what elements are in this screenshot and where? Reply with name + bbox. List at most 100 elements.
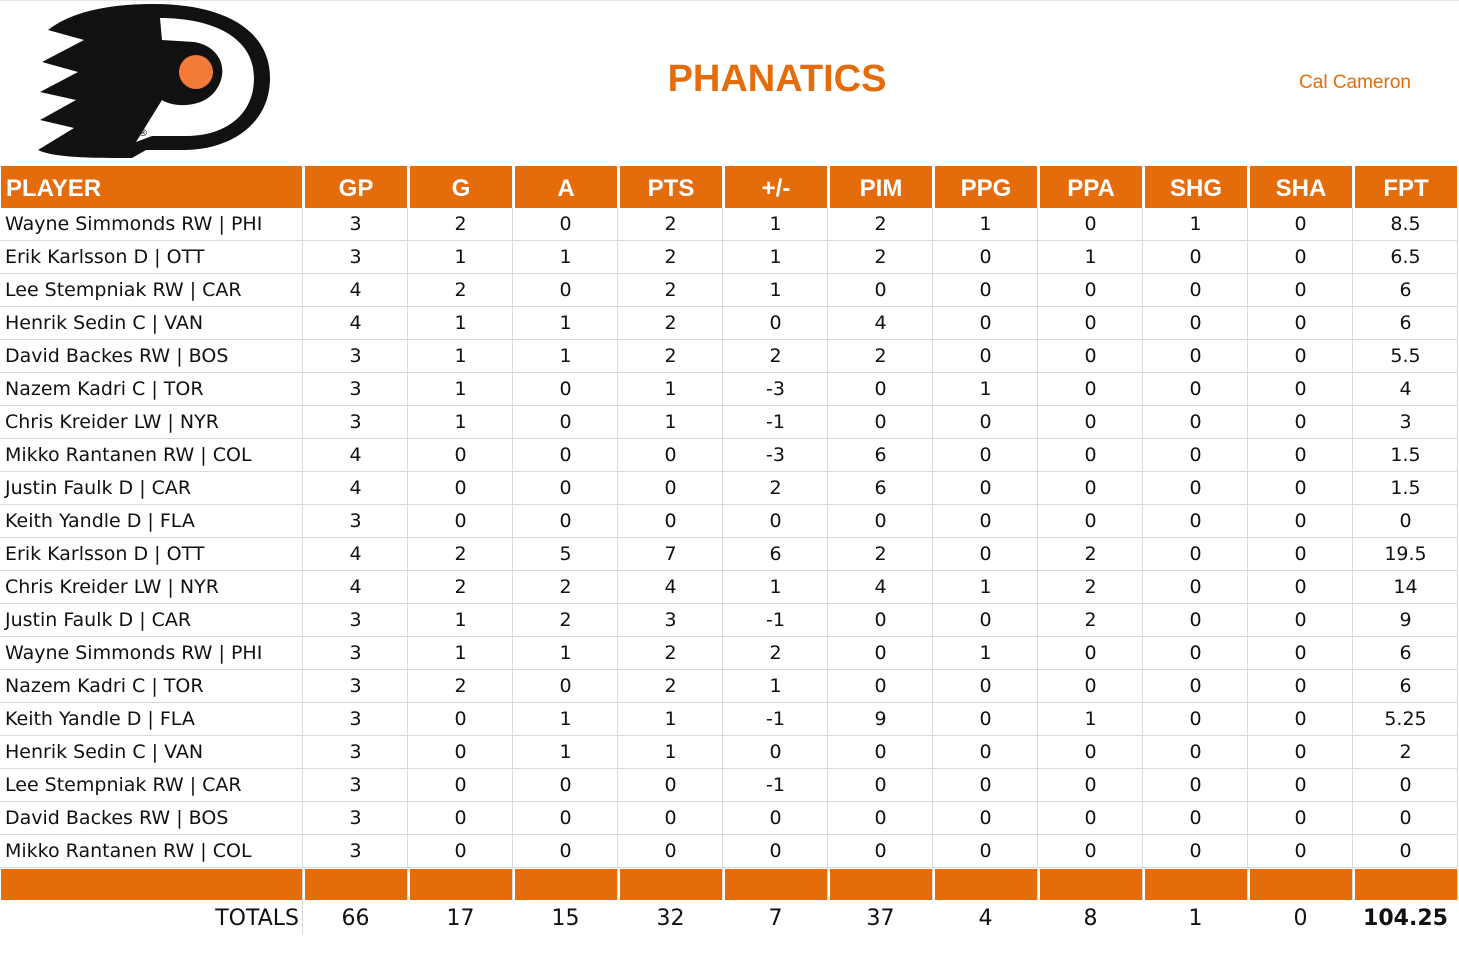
stat-cell: 0	[874, 840, 887, 862]
stat-cell: 1	[769, 246, 782, 268]
stat-cell: 0	[1189, 411, 1202, 433]
stat-cell: 0	[1294, 840, 1307, 862]
stat-cell: 0	[1084, 411, 1097, 433]
stat-cell: 0	[979, 477, 992, 499]
stat-cell: 0	[1399, 510, 1412, 532]
stat-cell: 0	[1294, 576, 1307, 598]
stat-cell: 9	[874, 708, 887, 730]
stat-cell: 0	[769, 312, 782, 334]
player-cell: Erik Karlsson D | OTT	[5, 543, 205, 565]
stat-cell: 2	[454, 675, 467, 697]
stat-cell: 2	[664, 675, 677, 697]
stat-cell: 0	[1189, 807, 1202, 829]
player-cell: Keith Yandle D | FLA	[5, 510, 195, 532]
stat-cell: 0	[454, 741, 467, 763]
total-cell: 37	[828, 901, 933, 934]
column-divider	[1352, 208, 1353, 934]
stat-cell: 2	[454, 279, 467, 301]
stat-cell: 0	[1189, 741, 1202, 763]
total-band	[1250, 869, 1352, 900]
row-divider	[0, 570, 1458, 571]
stat-cell: 0	[1189, 774, 1202, 796]
stat-cell: 0	[664, 840, 677, 862]
stat-cell: 3	[349, 213, 362, 235]
stat-cell: 0	[559, 774, 572, 796]
stat-cell: 0	[1189, 543, 1202, 565]
stat-cell: 0	[454, 477, 467, 499]
stat-cell: 8.5	[1390, 213, 1421, 235]
stat-cell: 2	[559, 576, 572, 598]
stat-cell: 0	[874, 609, 887, 631]
stat-cell: 4	[349, 312, 362, 334]
column-divider	[827, 208, 828, 934]
row-divider	[0, 867, 1458, 868]
total-cell: 32	[618, 901, 723, 934]
stat-cell: 0	[874, 642, 887, 664]
stat-cell: 4	[349, 279, 362, 301]
total-cell: 7	[723, 901, 828, 934]
stat-cell: 0	[979, 708, 992, 730]
stat-cell: 3	[349, 807, 362, 829]
row-divider	[0, 702, 1458, 703]
player-cell: Henrik Sedin C | VAN	[5, 741, 204, 763]
stat-cell: 3	[349, 609, 362, 631]
stat-cell: 3	[349, 840, 362, 862]
stat-cell: 3	[349, 246, 362, 268]
stat-cell: 1	[454, 609, 467, 631]
stat-cell: 1	[454, 246, 467, 268]
stat-cell: 0	[979, 741, 992, 763]
stat-cell: 0	[874, 675, 887, 697]
row-divider	[0, 339, 1458, 340]
stat-cell: 6	[874, 477, 887, 499]
column-header: PPA	[1040, 166, 1142, 208]
stat-cell: 6	[1399, 675, 1412, 697]
stat-cell: 0	[769, 510, 782, 532]
stat-cell: 2	[1084, 576, 1097, 598]
stat-cell: 0	[1084, 675, 1097, 697]
stat-cell: 0	[979, 807, 992, 829]
stat-cell: 0	[1084, 477, 1097, 499]
stat-cell: 4	[349, 576, 362, 598]
stat-cell: 1.5	[1390, 444, 1421, 466]
stat-cell: 1	[769, 576, 782, 598]
stat-cell: 0	[1189, 312, 1202, 334]
stat-cell: 2	[1399, 741, 1412, 763]
stat-cell: 0	[874, 411, 887, 433]
stat-cell: 0	[664, 774, 677, 796]
stat-cell: 2	[874, 246, 887, 268]
stat-cell: 0	[1399, 774, 1412, 796]
stat-cell: 1	[559, 642, 572, 664]
stat-cell: 1	[664, 708, 677, 730]
stat-cell: 7	[664, 543, 677, 565]
column-header: PTS	[620, 166, 722, 208]
stat-cell: 0	[874, 279, 887, 301]
stat-cell: 2	[664, 279, 677, 301]
total-cell: 104.25	[1353, 901, 1458, 934]
column-divider	[1037, 208, 1038, 934]
stat-cell: 0	[1189, 378, 1202, 400]
player-cell: Chris Kreider LW | NYR	[5, 411, 219, 433]
stat-cell: 0	[979, 246, 992, 268]
stat-cell: 0	[1294, 246, 1307, 268]
stat-cell: 1	[664, 378, 677, 400]
stat-cell: 1	[559, 708, 572, 730]
column-divider	[1142, 208, 1143, 934]
stat-cell: 3	[349, 510, 362, 532]
player-cell: Henrik Sedin C | VAN	[5, 312, 204, 334]
stat-cell: 0	[454, 510, 467, 532]
row-divider	[0, 471, 1458, 472]
player-cell: Mikko Rantanen RW | COL	[5, 444, 252, 466]
stat-cell: 0	[979, 609, 992, 631]
column-divider	[512, 208, 513, 934]
stat-cell: 0	[559, 213, 572, 235]
player-cell: Justin Faulk D | CAR	[5, 609, 192, 631]
stat-cell: 0	[979, 444, 992, 466]
column-header: SHA	[1250, 166, 1352, 208]
stat-cell: -1	[766, 411, 785, 433]
stat-cell: 1	[559, 246, 572, 268]
stat-cell: 0	[1189, 477, 1202, 499]
row-divider	[0, 735, 1458, 736]
stat-cell: 3	[349, 345, 362, 367]
total-cell: 66	[303, 901, 408, 934]
